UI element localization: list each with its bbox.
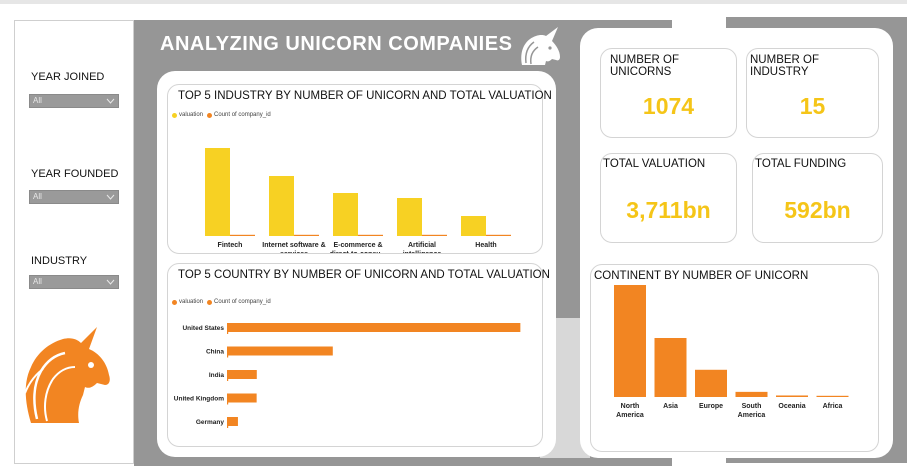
legend-label: valuation (179, 112, 204, 118)
continent-tick-label: Asia (663, 403, 678, 410)
industry-tick-label: Fintech (218, 242, 243, 249)
industry-tick-label: Health (475, 242, 496, 249)
country-tick-label: Germany (196, 419, 225, 426)
industry-bar-count[interactable] (486, 234, 511, 236)
industry-label: INDUSTRY (31, 255, 88, 267)
continent-chart-title: CONTINENT BY NUMBER OF UNICORN (594, 270, 809, 282)
country-bar-valuation[interactable] (227, 417, 238, 426)
industry-bar-count[interactable] (230, 234, 255, 236)
continent-bar[interactable] (776, 395, 808, 397)
kpi-card-valuation: TOTAL VALUATION 3,711bn (600, 153, 737, 243)
year-founded-label: YEAR FOUNDED (31, 168, 119, 180)
year-founded-value: All (33, 192, 42, 201)
country-bar-count[interactable] (227, 355, 229, 358)
kpi-panel-right: NUMBER OF UNICORNS 1074 NUMBER OF INDUST… (580, 28, 893, 458)
year-joined-value: All (33, 96, 42, 105)
kpi-label: TOTAL FUNDING (755, 158, 847, 170)
country-tick-label: China (206, 349, 224, 356)
country-tick-label: India (209, 372, 225, 379)
filter-sidebar: YEAR JOINED All YEAR FOUNDED All INDUSTR… (14, 20, 134, 464)
country-bar-valuation[interactable] (227, 370, 257, 379)
continent-bar[interactable] (816, 395, 849, 397)
top-divider (0, 0, 907, 4)
industry-bar-chart: Fintech Internet software &services E-comm… (205, 148, 511, 253)
kpi-value: 592bn (784, 197, 851, 223)
industry-chart-title: TOP 5 INDUSTRY BY NUMBER OF UNICORN AND … (178, 90, 552, 102)
country-bar-count[interactable] (227, 402, 229, 405)
industry-bar-valuation[interactable] (397, 198, 422, 236)
industry-slicer[interactable]: All (29, 275, 119, 289)
kpi-value: 15 (799, 93, 826, 119)
industry-tick-label: Internet software &services (262, 242, 325, 253)
year-founded-slicer[interactable]: All (29, 190, 119, 204)
country-chart-title: TOP 5 COUNTRY BY NUMBER OF UNICORN AND T… (178, 269, 550, 281)
continent-tick-label: North America (616, 403, 644, 419)
kpi-card-funding: TOTAL FUNDING 592bn (752, 153, 883, 243)
chevron-down-icon (106, 98, 115, 104)
country-chart-card: TOP 5 COUNTRY BY NUMBER OF UNICORN AND T… (167, 263, 550, 447)
industry-bar-count[interactable] (422, 234, 447, 236)
country-bar-count[interactable] (227, 332, 229, 334)
industry-value: All (33, 277, 42, 286)
legend-dot (172, 299, 177, 305)
legend-label: Count of company_id (214, 112, 271, 118)
legend-dot (207, 299, 213, 305)
industry-chart-card: TOP 5 INDUSTRY BY NUMBER OF UNICORN AND … (167, 84, 552, 254)
year-joined-slicer[interactable]: All (29, 94, 119, 108)
chevron-down-icon (106, 279, 115, 285)
industry-bar-valuation[interactable] (269, 176, 294, 236)
country-bar-valuation[interactable] (227, 346, 333, 356)
continent-tick-label: Oceania (778, 403, 805, 410)
unicorn-logo-icon (24, 327, 110, 423)
kpi-card-unicorns: NUMBER OF UNICORNS 1074 (600, 48, 737, 138)
legend-item-valuation: valuation (172, 112, 203, 118)
country-bar-count[interactable] (227, 426, 229, 428)
continent-chart-card: CONTINENT BY NUMBER OF UNICORN North Amer… (590, 264, 879, 452)
country-tick-label: United Kingdom (174, 396, 224, 403)
legend-item-count: Count of company_id (207, 112, 271, 118)
legend-item-valuation: valuation (172, 299, 203, 305)
chevron-down-icon (106, 194, 115, 200)
continent-bar[interactable] (695, 369, 727, 397)
country-bar-count[interactable] (227, 379, 229, 381)
continent-bar[interactable] (654, 338, 687, 397)
continent-tick-label: Africa (823, 403, 843, 410)
industry-tick-label: Artificialintelligence (403, 242, 442, 253)
industry-bar-count[interactable] (294, 234, 319, 236)
continent-bar[interactable] (735, 391, 768, 397)
dashboard-title: ANALYZING UNICORN COMPANIES (160, 33, 513, 55)
charts-panel-left: TOP 5 INDUSTRY BY NUMBER OF UNICORN AND … (157, 71, 556, 457)
country-bar-valuation[interactable] (227, 393, 257, 403)
country-bar-chart: United States China India United Kingdom Ger… (174, 323, 521, 428)
kpi-value: 1074 (642, 93, 695, 119)
legend-label: valuation (179, 299, 204, 305)
industry-chart-legend: valuation Count of company_id (172, 112, 275, 118)
continent-tick-label: Europe (699, 403, 723, 410)
industry-bar-valuation[interactable] (461, 216, 486, 236)
country-bar-valuation[interactable] (227, 323, 521, 332)
continent-bar[interactable] (614, 285, 646, 397)
country-chart-legend: valuation Count of company_id (172, 299, 275, 305)
industry-bar-count[interactable] (358, 234, 383, 236)
kpi-card-industries: NUMBER OF INDUSTRY 15 (746, 48, 879, 138)
legend-dot (207, 112, 213, 118)
continent-tick-label: South America (738, 403, 766, 419)
legend-dot (172, 112, 177, 118)
kpi-label: NUMBER OF INDUSTRY (750, 54, 819, 78)
country-tick-label: United States (182, 325, 224, 332)
kpi-label: TOTAL VALUATION (603, 158, 706, 170)
continent-bar-chart: North America Asia Europe South America Oceani… (614, 285, 849, 419)
legend-label: Count of company_id (214, 299, 271, 305)
industry-bar-valuation[interactable] (333, 193, 358, 236)
industry-bar-valuation[interactable] (205, 148, 230, 236)
legend-item-count: Count of company_id (207, 299, 271, 305)
kpi-value: 3,711bn (626, 197, 711, 223)
kpi-label: NUMBER OF UNICORNS (610, 54, 679, 78)
industry-tick-label: E-commerce &direct-to-consu... (330, 242, 387, 253)
year-joined-label: YEAR JOINED (31, 71, 105, 83)
unicorn-head-icon (521, 27, 560, 65)
